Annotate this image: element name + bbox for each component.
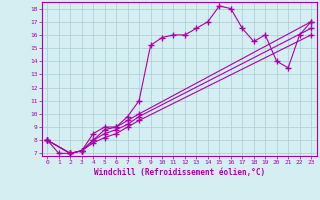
X-axis label: Windchill (Refroidissement éolien,°C): Windchill (Refroidissement éolien,°C) [94, 168, 265, 177]
